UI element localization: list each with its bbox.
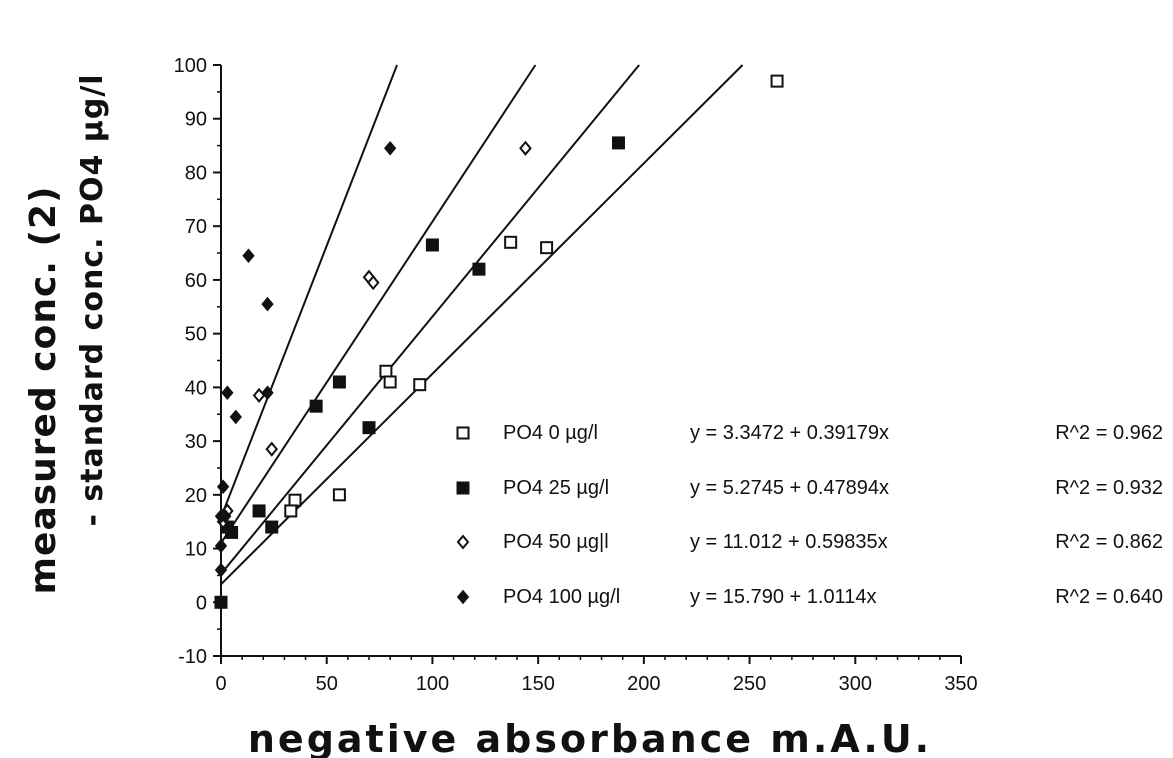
legend-r-squared: R^2 = 0.932 (1055, 477, 1163, 499)
legend-equation: y = 5.2745 + 0.47894x (690, 477, 889, 499)
x-axis-title: negative absorbance m.A.U. (248, 717, 932, 758)
data-point (252, 504, 266, 518)
data-point (540, 241, 554, 255)
data-point (261, 296, 274, 312)
data-point (383, 375, 397, 389)
y-tick-label: 90 (185, 109, 207, 131)
legend-series-name: PO4 50 µg|l (503, 531, 609, 553)
x-tick-label: 100 (416, 673, 449, 695)
data-point (379, 364, 393, 378)
legend-marker (456, 426, 470, 440)
y-tick-label: 80 (185, 162, 207, 184)
data-point (284, 504, 298, 518)
data-point (225, 525, 239, 539)
legend-marker (456, 589, 470, 605)
axes: -10 0 10 20 30 40 50 60 70 80 90 100 0 50 100 150 200 250… (174, 55, 978, 695)
data-point (504, 235, 518, 249)
data-point (611, 136, 625, 150)
legend-equation: y = 3.3472 + 0.39179x (690, 422, 889, 444)
data-point (519, 140, 532, 156)
data-point (332, 375, 346, 389)
data-point (288, 493, 302, 507)
legend-series-name: PO4 25 µg/l (503, 477, 609, 499)
data-point (413, 378, 427, 392)
data-point (261, 385, 274, 401)
x-tick-label: 200 (627, 673, 660, 695)
data-point (242, 248, 255, 264)
data-point (252, 387, 266, 403)
regression-line (220, 64, 744, 585)
regression-line (220, 64, 398, 518)
legend-equation: y = 11.012 + 0.59835x (690, 531, 888, 553)
data-points (214, 74, 784, 609)
legend-series-name: PO4 100 µg/l (503, 586, 620, 608)
x-tick-label: 350 (944, 673, 977, 695)
data-point (425, 238, 439, 252)
x-tick-label: 150 (521, 673, 554, 695)
data-point (219, 509, 232, 524)
x-tick-label: 250 (733, 673, 766, 695)
data-point (332, 488, 346, 502)
data-point (229, 409, 242, 425)
legend-r-squared: R^2 = 0.862 (1055, 531, 1163, 553)
data-point (383, 141, 397, 156)
data-point (214, 538, 228, 554)
data-point (362, 421, 376, 435)
data-point (216, 479, 230, 495)
y-tick-label: 100 (174, 55, 207, 77)
regression-lines (220, 64, 744, 585)
data-point (770, 74, 784, 88)
x-tick-label: 0 (215, 673, 226, 695)
y-tick-label: 40 (185, 377, 207, 399)
y-tick-label: 50 (185, 324, 207, 346)
y-tick-label: 60 (185, 270, 207, 292)
y-tick-label: 70 (185, 216, 207, 238)
regression-line (220, 64, 640, 575)
data-point (472, 262, 486, 276)
data-point (265, 441, 279, 457)
legend-marker (456, 481, 470, 495)
data-point (221, 385, 234, 401)
regression-line (220, 64, 537, 544)
y-tick-label: 0 (196, 592, 207, 614)
x-tick-label: 300 (839, 673, 872, 695)
y-axis-title-line1: measured conc. (2) (23, 186, 64, 595)
x-tick-label: 50 (316, 673, 338, 695)
legend-marker (456, 534, 470, 550)
y-tick-label: -10 (178, 646, 207, 668)
data-point (265, 520, 279, 534)
y-tick-label: 20 (185, 485, 207, 507)
legend-r-squared: R^2 = 0.640 (1055, 586, 1163, 608)
data-point (366, 275, 380, 291)
y-tick-label: 10 (185, 539, 207, 561)
data-point (214, 562, 228, 578)
legend-r-squared: R^2 = 0.962 (1055, 422, 1163, 444)
y-axis-title-line2: - standard conc. PO4 µg/l (75, 73, 110, 526)
data-point (214, 595, 228, 609)
y-tick-label: 30 (185, 431, 207, 453)
legend: PO4 0 µg/l y = 3.3472 + 0.39179x R^2 = 0.9… (456, 422, 1163, 608)
legend-series-name: PO4 0 µg/l (503, 422, 598, 444)
legend-equation: y = 15.790 + 1.0114x (690, 586, 876, 608)
data-point (309, 399, 323, 413)
